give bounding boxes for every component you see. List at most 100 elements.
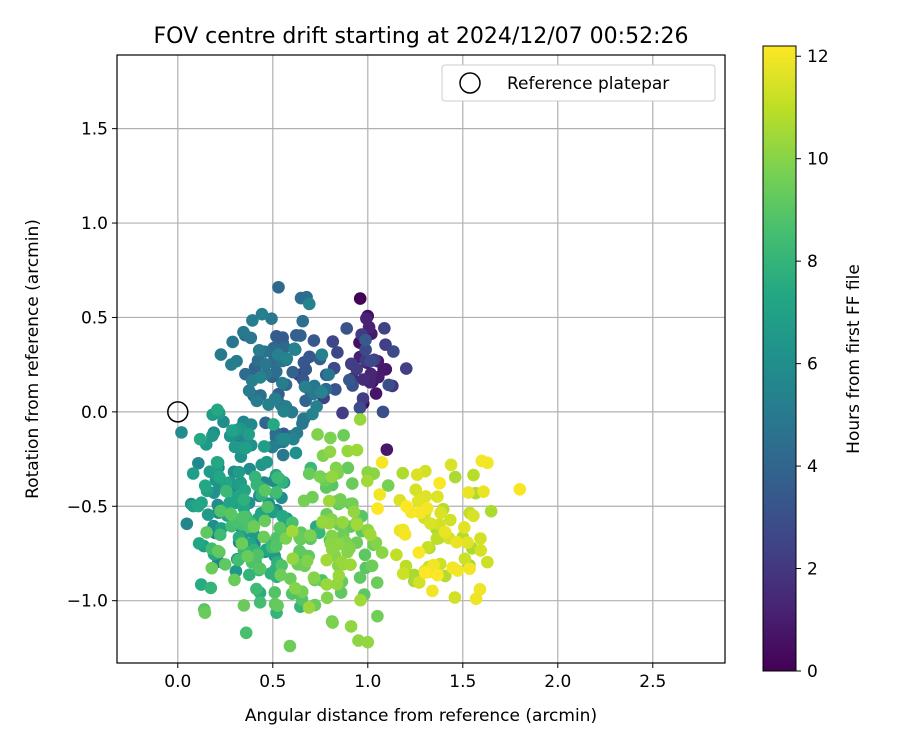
- data-point: [371, 502, 384, 515]
- data-point: [247, 520, 261, 533]
- data-point: [270, 329, 283, 343]
- data-point: [271, 471, 284, 484]
- data-point: [352, 634, 365, 647]
- data-point: [252, 343, 266, 357]
- data-point: [448, 470, 462, 484]
- colorbar-tick-label: 8: [807, 252, 818, 272]
- data-point: [325, 470, 339, 484]
- data-point: [412, 546, 426, 559]
- data-point: [481, 555, 494, 569]
- data-point: [198, 479, 212, 493]
- axes-frame: [116, 54, 726, 664]
- data-point: [253, 596, 267, 609]
- data-point: [474, 532, 487, 545]
- data-point: [298, 380, 312, 393]
- data-point: [341, 444, 355, 458]
- data-point: [278, 432, 291, 446]
- colorbar-ticks: 0 2 4 6 8 10 12: [796, 47, 829, 682]
- data-point: [206, 429, 219, 442]
- data-point: [396, 567, 410, 580]
- x-tick-label: 1.5: [449, 672, 476, 692]
- data-point: [211, 544, 225, 558]
- data-point: [258, 514, 272, 528]
- data-point: [337, 428, 350, 442]
- colorbar-gradient: [762, 45, 797, 672]
- legend-label: Reference platepar: [507, 74, 669, 94]
- data-point: [375, 456, 389, 469]
- data-point: [244, 418, 258, 431]
- data-point: [302, 297, 316, 311]
- axes: 0.0 0.5 1.0 1.5 2.0 2.5 −1.0 −0.5 0.0 0.5 1.0 1.5: [67, 54, 726, 692]
- data-point: [303, 350, 316, 364]
- data-point: [433, 476, 446, 490]
- data-point: [226, 335, 239, 349]
- data-point: [341, 545, 354, 559]
- data-point: [237, 493, 251, 506]
- data-point: [426, 584, 439, 598]
- y-tick-label: 0.5: [81, 308, 108, 328]
- data-point: [235, 537, 249, 550]
- data-point: [214, 348, 228, 361]
- data-point: [331, 346, 344, 359]
- data-point: [236, 510, 250, 524]
- data-point: [286, 365, 300, 379]
- data-point: [513, 482, 527, 496]
- colorbar-label: Hours from first FF file: [844, 264, 864, 454]
- data-point: [225, 424, 239, 437]
- data-point: [276, 448, 290, 462]
- data-point: [270, 486, 283, 499]
- data-point: [239, 441, 252, 455]
- data-point: [269, 365, 283, 378]
- data-point: [431, 490, 444, 503]
- data-point: [211, 403, 224, 417]
- data-point: [353, 571, 367, 584]
- data-point: [228, 573, 241, 587]
- data-point: [458, 552, 472, 566]
- data-point: [343, 373, 356, 387]
- data-point: [262, 398, 275, 411]
- data-point: [201, 508, 215, 521]
- data-point: [399, 362, 413, 375]
- data-point: [418, 566, 432, 579]
- data-point: [239, 626, 253, 640]
- y-tick-label: 0.0: [81, 403, 108, 423]
- data-point: [296, 417, 309, 430]
- data-point: [267, 418, 280, 431]
- data-point: [361, 635, 375, 649]
- data-point: [371, 609, 384, 623]
- scatter-points: [175, 280, 527, 653]
- data-point: [344, 357, 358, 371]
- data-point: [378, 321, 391, 335]
- data-point: [340, 322, 353, 335]
- data-point: [477, 485, 490, 498]
- data-point: [336, 406, 349, 420]
- data-point: [204, 581, 218, 595]
- reference-marker: [167, 401, 189, 423]
- data-point: [467, 509, 480, 523]
- data-point: [364, 354, 378, 368]
- data-point: [258, 483, 272, 497]
- x-tick-label: 0.5: [259, 672, 286, 692]
- y-tick-label: −0.5: [67, 497, 108, 517]
- data-point: [200, 526, 213, 539]
- data-point: [413, 506, 427, 519]
- data-point: [410, 468, 424, 481]
- data-point: [400, 500, 413, 513]
- data-point: [219, 485, 233, 498]
- data-point: [457, 521, 471, 534]
- data-point: [361, 474, 374, 488]
- data-point: [409, 483, 422, 497]
- data-point: [370, 576, 384, 589]
- data-point: [421, 540, 435, 554]
- data-point: [242, 428, 256, 441]
- y-axis-label: Rotation from reference (arcmin): [23, 219, 43, 499]
- data-point: [192, 499, 205, 513]
- data-point: [381, 479, 395, 492]
- data-point: [300, 554, 314, 568]
- data-point: [320, 578, 333, 591]
- data-point: [390, 548, 403, 562]
- data-point: [194, 578, 208, 591]
- data-point: [448, 591, 462, 604]
- data-point: [380, 443, 394, 456]
- data-point: [322, 368, 335, 381]
